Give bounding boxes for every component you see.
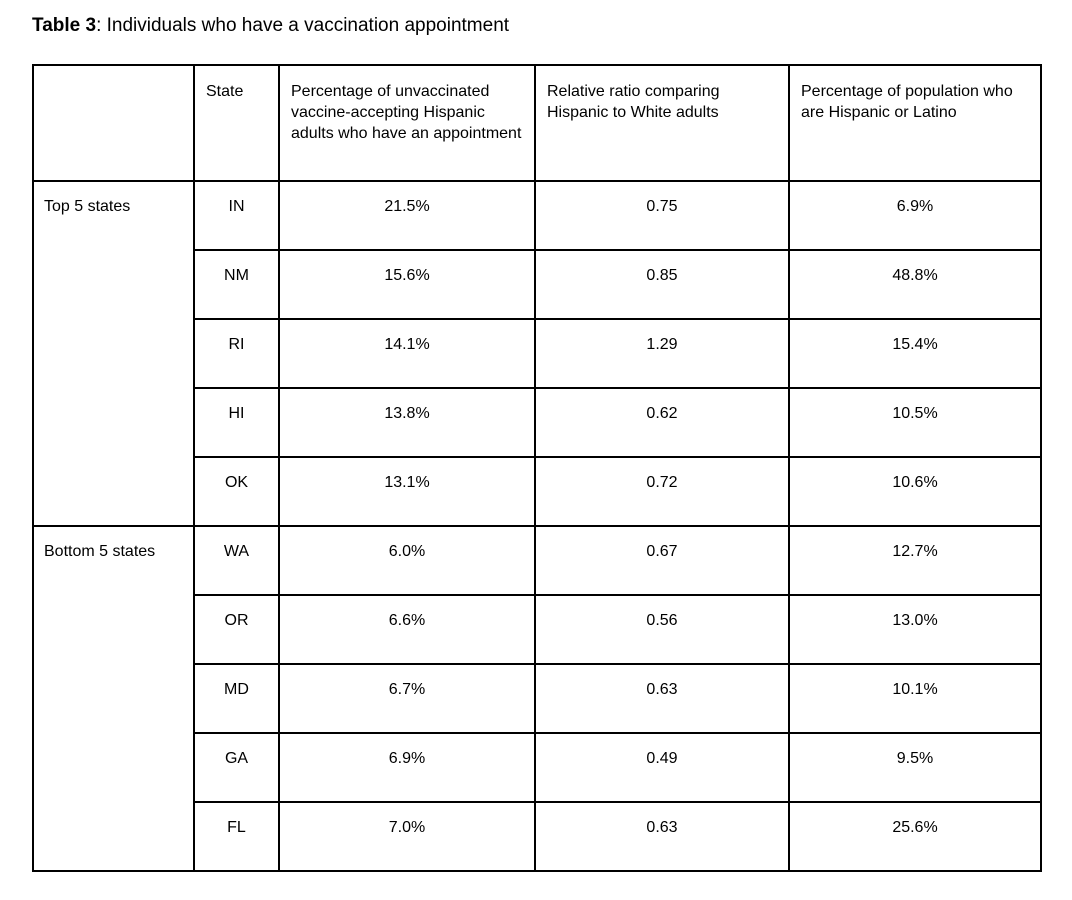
relative-ratio-cell: 0.63 (534, 663, 790, 734)
table-row: OK 13.1% 0.72 10.6% (33, 456, 1042, 527)
pct-appointment-cell: 13.1% (278, 456, 536, 527)
relative-ratio-cell: 0.56 (534, 594, 790, 665)
table-row: GA 6.9% 0.49 9.5% (33, 732, 1042, 803)
pct-appointment-cell: 21.5% (278, 180, 536, 251)
pct-appointment-cell: 15.6% (278, 249, 536, 320)
header-relative-ratio: Relative ratio comparing Hispanic to Whi… (534, 64, 790, 182)
pct-appointment-cell: 6.9% (278, 732, 536, 803)
state-cell: OR (193, 594, 280, 665)
state-cell: GA (193, 732, 280, 803)
relative-ratio-cell: 0.49 (534, 732, 790, 803)
table-caption-number: Table 3 (32, 15, 97, 36)
table-row: OR 6.6% 0.56 13.0% (33, 594, 1042, 665)
table-row: RI 14.1% 1.29 15.4% (33, 318, 1042, 389)
state-cell: OK (193, 456, 280, 527)
pct-appointment-cell: 6.0% (278, 525, 536, 596)
relative-ratio-cell: 0.63 (534, 801, 790, 872)
header-row: State Percentage of unvaccinated vaccine… (32, 64, 1042, 182)
header-pct-hispanic-population: Percentage of population who are Hispani… (788, 64, 1042, 182)
relative-ratio-cell: 0.75 (534, 180, 790, 251)
relative-ratio-cell: 1.29 (534, 318, 790, 389)
pct-population-cell: 25.6% (788, 801, 1042, 872)
pct-appointment-cell: 13.8% (278, 387, 536, 458)
state-cell: FL (193, 801, 280, 872)
pct-population-cell: 10.6% (788, 456, 1042, 527)
table-row: NM 15.6% 0.85 48.8% (33, 249, 1042, 320)
table-caption: Table 3: Individuals who have a vaccinat… (32, 14, 1040, 38)
group-label-top5: Top 5 states (32, 180, 195, 527)
table-row: MD 6.7% 0.63 10.1% (33, 663, 1042, 734)
pct-population-cell: 6.9% (788, 180, 1042, 251)
relative-ratio-cell: 0.67 (534, 525, 790, 596)
header-pct-appointment: Percentage of unvaccinated vaccine-accep… (278, 64, 536, 182)
state-cell: HI (193, 387, 280, 458)
state-cell: RI (193, 318, 280, 389)
table-caption-text: : Individuals who have a vaccination app… (96, 15, 510, 36)
table-row: Top 5 states IN 21.5% 0.75 6.9% (32, 180, 1042, 527)
pct-population-cell: 13.0% (788, 594, 1042, 665)
state-cell: WA (193, 525, 280, 596)
table-row: Bottom 5 states WA 6.0% 0.67 12.7% (32, 525, 1042, 872)
pct-appointment-cell: 6.7% (278, 663, 536, 734)
pct-appointment-cell: 7.0% (278, 801, 536, 872)
pct-population-cell: 15.4% (788, 318, 1042, 389)
pct-appointment-cell: 14.1% (278, 318, 536, 389)
table-row: FL 7.0% 0.63 25.6% (33, 801, 1042, 872)
header-empty-cell (32, 64, 195, 182)
pct-population-cell: 12.7% (788, 525, 1042, 596)
pct-population-cell: 10.5% (788, 387, 1042, 458)
pct-population-cell: 48.8% (788, 249, 1042, 320)
group-label-bottom5: Bottom 5 states (32, 525, 195, 872)
pct-population-cell: 10.1% (788, 663, 1042, 734)
state-cell: NM (193, 249, 280, 320)
vaccination-appointment-table: State Percentage of unvaccinated vaccine… (32, 64, 1042, 872)
relative-ratio-cell: 0.72 (534, 456, 790, 527)
state-cell: MD (193, 663, 280, 734)
relative-ratio-cell: 0.85 (534, 249, 790, 320)
pct-population-cell: 9.5% (788, 732, 1042, 803)
table-row: HI 13.8% 0.62 10.5% (33, 387, 1042, 458)
state-cell: IN (193, 180, 280, 251)
header-state: State (193, 64, 280, 182)
pct-appointment-cell: 6.6% (278, 594, 536, 665)
relative-ratio-cell: 0.62 (534, 387, 790, 458)
